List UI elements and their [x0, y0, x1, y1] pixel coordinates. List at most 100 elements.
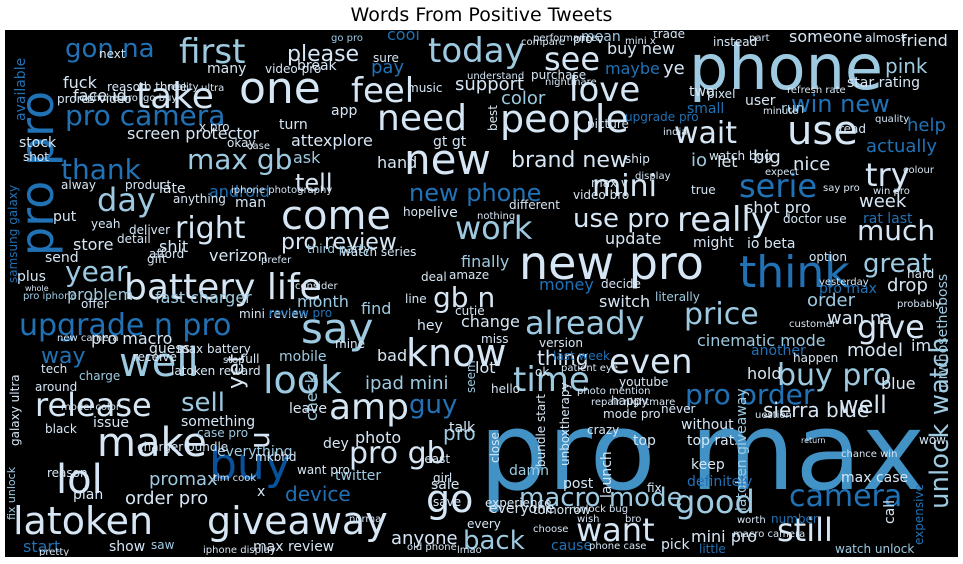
word-device: device [285, 482, 351, 506]
word-send: send [45, 250, 79, 266]
word-tomorrow: tomorrow [533, 503, 591, 517]
word-youtube: youtube [619, 375, 668, 389]
word-late: late [159, 181, 186, 197]
word-go: go [426, 477, 473, 521]
word-pro-v: pro v [573, 32, 604, 46]
word-think: think [739, 247, 850, 298]
word-experience: experience [485, 496, 552, 510]
word-stop: stop [223, 355, 245, 366]
word-well: well [839, 391, 887, 419]
word-want-pro: want pro [297, 463, 350, 477]
word-go-pro: go pro [331, 33, 363, 44]
word-watch-series: watch series [341, 245, 416, 259]
word-cutie: cutie [455, 304, 485, 318]
word-io: io [691, 150, 707, 171]
word-gift: gift [147, 252, 167, 266]
word-pretty: pretty [39, 547, 69, 556]
word-use-pro: use pro [573, 204, 670, 234]
word-everyone: everyone [489, 501, 555, 517]
word-plan: plan [73, 487, 103, 503]
word-show: show [109, 539, 145, 555]
word-fix-unlock: fix unlock [6, 466, 18, 520]
word-rat-last: rat last [863, 211, 913, 227]
word-new-phone: new phone [409, 179, 541, 207]
word-mode-pro: mode pro [603, 407, 660, 421]
word-live: live [433, 205, 458, 221]
word-give: give [857, 308, 925, 346]
word-reality: reality [167, 82, 199, 93]
word-wan-na: wan na [827, 308, 892, 329]
word-someone: someone [789, 31, 862, 46]
word-trade: trade [653, 31, 685, 41]
word-consider: consider [295, 281, 338, 292]
word-worth: worth [737, 515, 766, 526]
word-max-review: max review [253, 539, 334, 555]
word-talk: talk [449, 420, 476, 436]
word-refresh-rate: refresh rate [787, 85, 846, 96]
word-something: something [181, 414, 255, 430]
word-already: already [525, 304, 645, 342]
word-unlock-bug: unlock bug [573, 504, 628, 515]
word-seem: seem [464, 360, 478, 393]
word-iphone-display: iphone display [203, 545, 276, 556]
word-photo: photo [355, 428, 401, 447]
word-choose: choose [533, 524, 568, 535]
word-sale: sale [431, 477, 459, 493]
word-go-buy: go buy [143, 93, 177, 104]
word-cool: cool [387, 31, 420, 44]
chart-title: Words From Positive Tweets [350, 4, 613, 26]
word-everything: everything [217, 444, 293, 460]
word-change: change [461, 312, 520, 331]
word-lmao: lmao [457, 545, 482, 556]
word-reason: reason [107, 80, 148, 94]
word-small: small [687, 101, 724, 117]
wordcloud-canvas: pro max phone new pro battery life giveaway l… [5, 30, 958, 557]
word-first: first [179, 32, 245, 72]
word-crazy: crazy [587, 423, 619, 437]
word-let: let [717, 152, 738, 171]
word-money: money [539, 275, 594, 294]
word-might: might [693, 235, 734, 251]
word-u: u [243, 431, 276, 449]
word-picture: picture [587, 117, 629, 131]
word-mini-x: mini x [625, 36, 656, 47]
word-phone-case: phone case [589, 541, 646, 552]
word-camera: camera [789, 479, 902, 514]
word-new-camera: new camera [57, 333, 119, 344]
word-want: want [576, 511, 655, 549]
word-plus: plus [17, 269, 46, 285]
word-bad: bad [377, 346, 407, 365]
word-return: return [801, 436, 825, 445]
word-win-pro: win pro [873, 186, 910, 197]
word-damn: damn [509, 463, 549, 479]
word-nice: nice [793, 154, 830, 175]
word-colour: colour [903, 165, 935, 176]
word-post: post [563, 476, 594, 492]
word-user: user [745, 93, 776, 109]
word-old-phone: old phone [407, 542, 457, 553]
word-two: two [689, 84, 715, 100]
word-wish: wish [577, 514, 600, 525]
word-call: call [882, 500, 898, 524]
word-blue: blue [881, 374, 916, 393]
word-mine: mine [335, 337, 365, 351]
word-upgrade-pro: upgrade pro [625, 110, 699, 124]
word-wow: wow [919, 433, 946, 447]
word-compare: compare [521, 37, 565, 48]
word-unlock-watch: unlock watch [925, 337, 955, 509]
word-battery-life: battery life [124, 267, 322, 308]
word-month: month [297, 292, 349, 311]
word-app: app [331, 103, 357, 119]
word-amp: amp [329, 387, 409, 428]
word-line: line [405, 292, 427, 306]
word-big: big [753, 147, 781, 168]
word-never: never [661, 402, 695, 416]
word-promax: promax [149, 469, 218, 490]
word-tech: tech [41, 362, 67, 376]
word-face-id: face id [73, 86, 127, 105]
word-year: year [65, 255, 128, 288]
word-screen-protector: screen protector [127, 124, 259, 143]
word-afford: afford [149, 247, 184, 261]
word-love: love [569, 70, 640, 110]
word-samsung-galaxy: samsung galaxy [6, 185, 20, 283]
